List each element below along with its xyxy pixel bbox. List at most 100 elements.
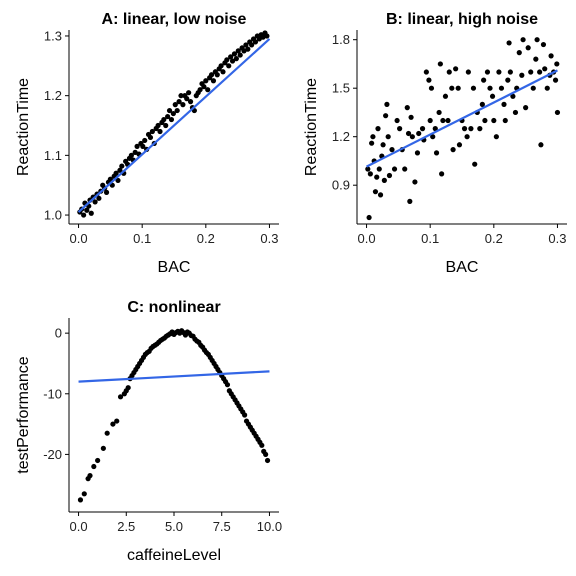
data-point <box>104 430 110 436</box>
data-point <box>493 134 499 140</box>
data-point <box>81 491 87 497</box>
y-tick-label: 1.1 <box>44 148 62 163</box>
y-tick-label: 1.0 <box>44 208 62 223</box>
data-point <box>128 152 134 158</box>
regression-line <box>78 370 270 383</box>
data-point <box>369 140 375 146</box>
data-point <box>470 85 477 91</box>
data-point <box>412 179 418 185</box>
data-point <box>374 174 380 180</box>
x-tick-label: 0.3 <box>260 231 278 246</box>
data-point <box>437 61 443 67</box>
data-point <box>548 53 554 59</box>
data-point <box>226 63 232 69</box>
data-point <box>533 56 539 62</box>
data-point <box>214 72 220 78</box>
data-point <box>416 130 422 137</box>
data-point <box>525 45 531 51</box>
data-point <box>484 69 491 75</box>
data-point <box>87 473 93 479</box>
data-point <box>496 69 502 75</box>
data-point <box>187 99 194 105</box>
data-point <box>235 48 241 54</box>
data-point <box>263 451 269 458</box>
data-point <box>407 198 413 204</box>
x-axis-label: BAC <box>158 259 191 276</box>
data-point <box>394 117 400 124</box>
data-point <box>507 69 513 75</box>
data-point <box>77 497 84 503</box>
data-point <box>453 66 459 72</box>
data-point <box>419 126 426 132</box>
data-point <box>449 85 455 91</box>
x-tick-label: 0.2 <box>197 231 215 246</box>
data-point <box>464 134 470 140</box>
data-point <box>117 167 123 173</box>
x-tick-label: 0.0 <box>358 231 376 246</box>
data-point <box>414 150 421 156</box>
data-point <box>366 214 372 221</box>
x-tick-label: 0.0 <box>70 519 88 534</box>
data-point <box>229 58 236 64</box>
data-point <box>172 102 178 108</box>
data-point <box>383 113 389 119</box>
data-point <box>433 150 440 156</box>
data-point <box>224 382 231 388</box>
data-point <box>147 134 154 141</box>
data-point <box>119 163 125 169</box>
data-point <box>92 199 98 205</box>
x-tick-label: 0.2 <box>485 231 503 246</box>
data-point <box>115 177 121 184</box>
data-point <box>540 41 547 48</box>
data-point <box>445 117 451 124</box>
data-point <box>203 78 209 84</box>
data-point <box>95 457 101 464</box>
data-point <box>96 195 102 201</box>
data-point <box>481 77 487 83</box>
data-point <box>205 87 211 93</box>
chart-title: C: nonlinear <box>127 299 220 316</box>
data-point <box>461 126 468 132</box>
data-point <box>530 85 536 91</box>
data-point <box>245 46 251 52</box>
data-point <box>176 99 182 105</box>
data-point <box>125 385 131 391</box>
data-point <box>542 66 548 72</box>
panel-b: B: linear, high noise 0.0 0.1 0.2 0.3 0.9 1.2 1… <box>303 11 567 276</box>
data-point <box>231 51 238 57</box>
data-point <box>224 57 230 63</box>
data-point <box>446 69 452 75</box>
chart-title: A: linear, low noise <box>102 11 247 28</box>
regression-line <box>366 69 558 168</box>
data-point <box>370 134 376 140</box>
data-point <box>242 412 248 418</box>
data-point <box>554 61 560 67</box>
data-point <box>408 114 414 120</box>
y-tick-label: 1.3 <box>44 28 62 43</box>
data-point <box>528 69 534 75</box>
data-point <box>487 85 493 91</box>
data-point <box>142 137 148 144</box>
x-tick-label: 0.0 <box>70 231 88 246</box>
data-point <box>423 69 429 75</box>
x-axis-label: BAC <box>446 259 479 276</box>
data-point <box>376 166 382 172</box>
x-tick-label: 5.0 <box>165 519 183 534</box>
data-point <box>440 117 446 124</box>
data-point <box>465 69 471 75</box>
panel-c: C: nonlinear 0.0 2.5 5.0 7.5 10.0 0 -10 -20 caffe… <box>15 299 282 564</box>
x-tick-label: 0.1 <box>421 231 439 246</box>
data-point <box>165 113 171 120</box>
data-point <box>544 85 550 91</box>
data-point <box>428 85 435 91</box>
data-point <box>384 101 390 107</box>
data-point <box>506 40 512 46</box>
data-point <box>552 77 559 83</box>
data-point <box>491 117 497 124</box>
data-point <box>178 93 184 99</box>
data-point <box>168 116 175 123</box>
data-point <box>519 72 525 78</box>
data-point <box>163 122 169 129</box>
data-point <box>170 110 176 117</box>
data-point <box>477 126 483 132</box>
